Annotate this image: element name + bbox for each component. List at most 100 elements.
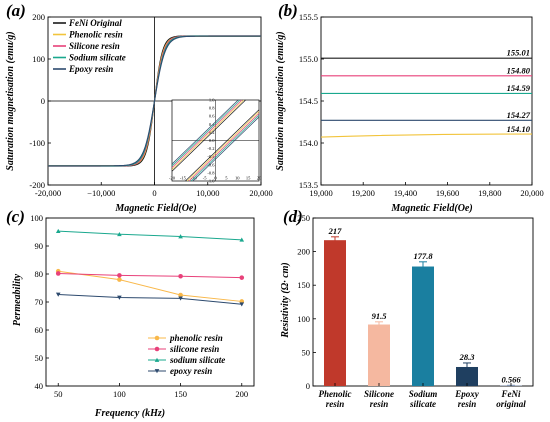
panel-a-inset-xtick-label: 20 (257, 176, 262, 181)
panel-d-category-label: resin (458, 399, 477, 409)
panel-d-category-label: silicate (409, 399, 436, 409)
panel-c-xlabel: Frequency (kHz) (94, 408, 165, 419)
panel-a-inset-loop-branch (188, 113, 260, 182)
panel-a-ytick-label: 100 (32, 54, 45, 64)
panel-d-ytick-label: 200 (297, 247, 310, 257)
panel-b-ytick-label: 153.5 (299, 180, 318, 190)
panel-a-xlabel: Magnetic Field(Oe) (114, 203, 196, 214)
panel-a-legend-entry: Sodium silicate (69, 53, 126, 63)
panel-a-inset-loop-branch (171, 99, 241, 167)
panel-d-category-label: resin (370, 399, 389, 409)
panel-a-inset-ytick-label: -0.8 (207, 170, 215, 175)
panel-d-ytick-label: 250 (297, 213, 310, 223)
panel-a-inset-loop-branch (187, 111, 260, 182)
panel-c-legend-entry: sodium silicate (169, 355, 225, 365)
panel-d-category-label: FeNi (501, 389, 521, 399)
panel-d-value-label: 0.566 (501, 374, 521, 384)
panel-a-legend-entry: Epoxy resin (68, 64, 113, 74)
panel-d-value-label: 177.8 (413, 251, 433, 261)
panel-d-ytick-label: 150 (297, 280, 310, 290)
panel-a-label: (a) (6, 1, 26, 20)
panel-d-category-label: Epoxy (454, 389, 480, 399)
panel-a-inset-ytick-label: -0.6 (207, 162, 215, 167)
panel-c-marker (154, 357, 160, 362)
panel-a-ylabel: Saturation magnetisation (emu/g) (5, 31, 16, 170)
panel-c-marker (239, 237, 245, 242)
panel-d-bar (412, 266, 434, 386)
panel-b-value-label: 154.10 (507, 124, 531, 134)
panel-a-ytick-label: 0 (41, 96, 45, 106)
panel-b-value-label: 154.59 (507, 83, 531, 93)
panel-a-inset-ytick-label: 0.8 (209, 106, 215, 111)
panel-a-xtick-label: -20,000 (35, 188, 61, 198)
panel-b: (b) Magnetic Field(Oe) Saturation magnet… (275, 1, 544, 214)
panel-c-marker (178, 296, 183, 301)
panel-a-xtick-label: −10,000 (87, 188, 115, 198)
panel-c-marker (239, 302, 245, 307)
panel-c-marker (117, 231, 122, 237)
panel-a-inset-ytick-label: 1.0 (209, 98, 215, 103)
panel-a-inset-ytick-label: -0.2 (207, 146, 214, 151)
panel-c-xtick-label: 200 (235, 389, 248, 399)
panel-a-inset-loop-branch (190, 114, 260, 182)
panel-c-ylabel: Permeability (12, 273, 23, 326)
panel-c-marker (117, 295, 122, 300)
panel-c-marker (55, 271, 61, 276)
panel-b-xtick-label: 19,200 (352, 188, 375, 198)
panel-a-xtick-label: 10,000 (196, 188, 219, 198)
panel-a-ytick-label: 200 (32, 12, 45, 22)
panel-a-ytick-label: -100 (29, 138, 45, 148)
panel-d-bar (368, 324, 390, 386)
panel-a-inset-xtick-label: 5 (225, 176, 228, 181)
panel-c-ytick-label: 40 (35, 381, 44, 391)
panel-b-xtick-label: 19,600 (436, 188, 459, 198)
panel-a-inset-loop-branch (171, 99, 239, 165)
panel-b-value-label: 155.01 (507, 48, 530, 58)
panel-c-marker (239, 275, 245, 280)
panel-a-inset-xtick-label: -20 (169, 176, 176, 181)
panel-a-inset-xtick-label: -5 (203, 176, 207, 181)
panel-c-xtick-label: 100 (113, 389, 126, 399)
panel-a-inset-ytick-label: -1.0 (207, 179, 215, 184)
panel-c-line (58, 293, 242, 305)
panel-c-line (58, 230, 242, 241)
panel-c-marker (55, 292, 61, 297)
panel-a-legend-entry: FeNi Original (68, 18, 122, 28)
panel-c-legend-entry: phenolic resin (169, 333, 223, 343)
panel-a-inset-ytick-label: 0.0 (209, 138, 215, 143)
panel-c-marker (178, 273, 183, 279)
panel-d-value-label: 91.5 (372, 311, 388, 321)
panel-a-inset-xtick-label: 10 (235, 176, 240, 181)
panel-d-ytick-label: 0 (306, 381, 310, 391)
panel-a: (a) Magnetic Field(Oe) Saturation magnet… (5, 1, 273, 214)
panel-d-category-label: Sodium (409, 389, 438, 399)
panel-c-marker (55, 228, 61, 233)
panel-d-ytick-label: 50 (302, 347, 311, 357)
panel-c-line (58, 272, 242, 279)
panel-b-ytick-label: 155.0 (299, 54, 318, 64)
panel-a-inset-ytick-label: -0.4 (207, 154, 215, 159)
panel-d-bar (324, 240, 346, 386)
panel-d-category-label: resin (326, 399, 345, 409)
panel-a-inset-loop-branch (192, 116, 260, 182)
panel-b-frame (320, 16, 533, 186)
panel-d-ylabel: Resistivity (Ω· cm) (280, 262, 291, 339)
panel-c-marker (117, 277, 122, 282)
panel-c-xtick-label: 50 (54, 389, 63, 399)
panel-b-ytick-label: 154.0 (299, 138, 318, 148)
panel-a-inset-ytick-label: 0.4 (209, 122, 215, 127)
panel-a-inset-ytick-label: 0.6 (209, 114, 215, 119)
panel-b-xtick-label: 19,400 (394, 188, 417, 198)
panel-a-inset-loop-branch (171, 99, 246, 172)
panel-c-marker (117, 273, 122, 278)
panel-c-ytick-label: 100 (30, 213, 43, 223)
panel-d-value-label: 28.3 (459, 352, 476, 362)
panel-d-value-label: 217 (328, 226, 343, 236)
panel-b-xtick-label: 19,800 (478, 188, 501, 198)
panel-c-marker (178, 234, 183, 239)
panel-d-label: (d) (283, 207, 303, 226)
panel-b-label: (b) (278, 1, 298, 20)
panel-c: (c) Frequency (kHz) Permeability 40 50 60 7… (6, 207, 255, 419)
panel-c-marker (154, 369, 160, 374)
